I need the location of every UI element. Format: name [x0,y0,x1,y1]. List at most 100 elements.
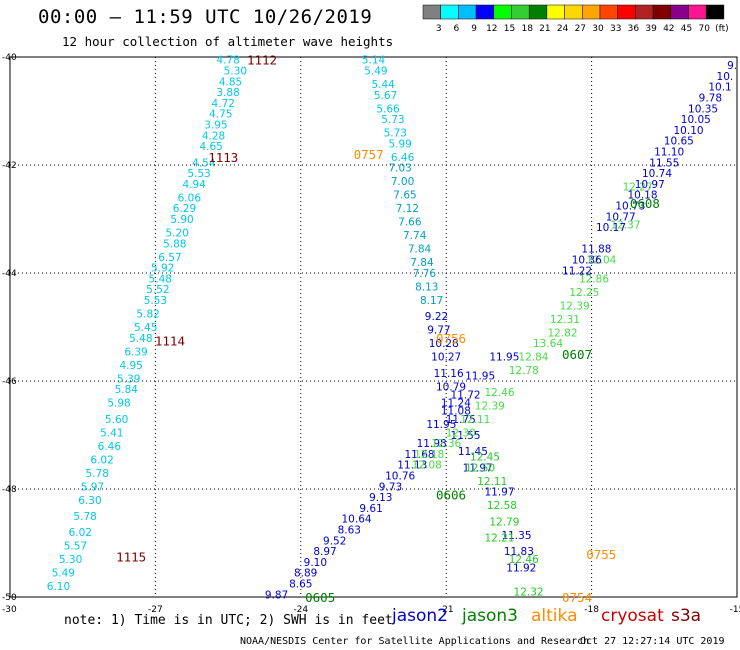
wave-height-point: 8.97 [313,546,336,558]
wave-height-point: 12.04 [586,255,616,267]
colorbar-swatch [635,4,654,20]
wave-height-point: 12.82 [547,327,577,339]
wave-height-point: 11.16 [434,368,464,380]
wave-height-point: 11.55 [451,430,481,442]
colorbar-tick-label: (ft) [715,24,729,34]
wave-height-point: 6.02 [69,527,92,539]
wave-height-point: 5.48 [149,273,172,285]
wave-height-point: 4.54 [192,157,216,169]
wave-height-point: 10.64 [342,514,372,526]
wave-height-point: 10.73 [615,201,645,213]
wave-height-point: 5.99 [388,138,411,150]
wave-height-point: 12.31 [550,314,580,326]
wave-height-point: 7.84 [410,257,434,269]
wave-height-point: 4.78 [216,55,239,67]
track-time-label: 0754 [562,590,592,605]
wave-height-point: 12.08 [412,460,442,472]
wave-height-point: 9.22 [425,311,448,323]
colorbar-swatch [582,4,601,20]
wave-height-point: 11.35 [501,530,531,542]
wave-height-point: 9. [727,60,737,72]
wave-height-point: 7.76 [413,268,437,280]
colorbar-swatch [688,4,707,20]
y-tick-label: -40 [2,53,17,63]
wave-height-point: 10.74 [642,168,672,180]
wave-height-point: 8.17 [420,295,443,307]
wave-height-point: 5.53 [187,168,210,180]
x-tick-label: -18 [584,605,599,615]
wave-height-point: 7.00 [391,176,414,188]
colorbar-swatch [599,4,618,20]
wave-height-point: 12.37 [610,219,640,231]
wave-height-point: 7.66 [398,217,422,229]
wave-height-point: 9.13 [369,492,392,504]
wave-height-point: 11.97 [463,462,493,474]
wave-height-point: 13.64 [533,338,563,350]
wave-height-point: 12.79 [489,516,519,528]
wave-height-point: 11.75 [446,414,476,426]
wave-height-point: 10.35 [688,103,718,115]
wave-height-point: 5.53 [144,295,167,307]
colorbar-swatch [511,4,530,20]
colorbar-swatch [528,4,548,20]
wave-height-point: 9.10 [304,557,327,569]
chart-title: 00:00 – 11:59 UTC 10/26/2019 [38,6,373,28]
track-time-label: 0606 [436,487,466,502]
wave-height-point: 5.98 [107,398,130,410]
wave-height-point: 10.36 [572,255,602,267]
colorbar-swatch [546,4,565,20]
wave-height-point: 11.08 [441,406,471,418]
colorbar-swatch [652,4,672,20]
wave-height-point: 11.24 [441,398,471,410]
track-time-label: 1114 [155,334,185,349]
wave-height-point: 6.57 [158,252,181,264]
wave-height-point: 10.17 [596,222,626,234]
wave-height-point: 12.46 [484,387,514,399]
wave-height-point: 11.92 [506,562,536,574]
colorbar-swatch [458,4,477,20]
wave-height-point: 9.78 [699,93,722,105]
wave-height-point: 5.66 [376,103,400,115]
wave-height-point: 6.29 [173,203,196,215]
colorbar-tick-label: 21 [539,24,550,34]
wave-height-point: 12.58 [487,500,517,512]
wave-height-point: 12.32 [514,587,544,599]
track-time-label: 0607 [562,347,592,362]
wave-height-point: 11.88 [581,244,611,256]
plot-frame [9,56,738,598]
wave-height-point: 12.39 [560,300,590,312]
wave-height-point: 5.44 [371,79,395,91]
track-time-label: 0608 [630,196,660,211]
track-time-label: 0756 [436,331,466,346]
wave-height-point: 12.27 [623,182,653,194]
colorbar-swatch [493,4,512,20]
wave-height-point: 4.72 [212,98,235,110]
chart-subtitle: 12 hour collection of altimeter wave hei… [62,34,394,49]
wave-height-point: 8.65 [289,579,312,591]
y-tick-label: -50 [2,593,17,603]
wave-height-point: 11.55 [649,157,679,169]
colorbar-tick-label: 45 [681,24,692,34]
generated-timestamp: Oct 27 12:27:14 UTC 2019 [580,636,725,647]
colorbar-tick-label: 30 [592,24,604,34]
wave-height-point: 5.48 [129,333,152,345]
wave-height-point: 12.18 [414,449,444,461]
legend-cryosat: cryosat [601,606,664,626]
wave-height-point: 5.82 [136,309,159,321]
wave-height-point: 5.49 [52,568,75,580]
colorbar-swatch [564,4,583,20]
legend-jason3: jason3 [462,606,518,626]
wave-height-point: 11.83 [504,546,534,558]
wave-height-point: 6.39 [124,346,147,358]
colorbar-tick-label: 3 [436,24,442,34]
track-time-label: 1113 [208,150,238,165]
wave-height-point: 5.49 [364,66,387,78]
x-tick-label: -21 [439,605,454,615]
wave-height-point: 11.45 [458,446,488,458]
wave-height-point: 9.87 [265,589,288,601]
wave-height-point: 7.03 [388,163,411,175]
wave-height-point: 9.52 [323,535,346,547]
wave-height-point: 5.92 [151,263,174,275]
colorbar-swatch [617,4,636,20]
